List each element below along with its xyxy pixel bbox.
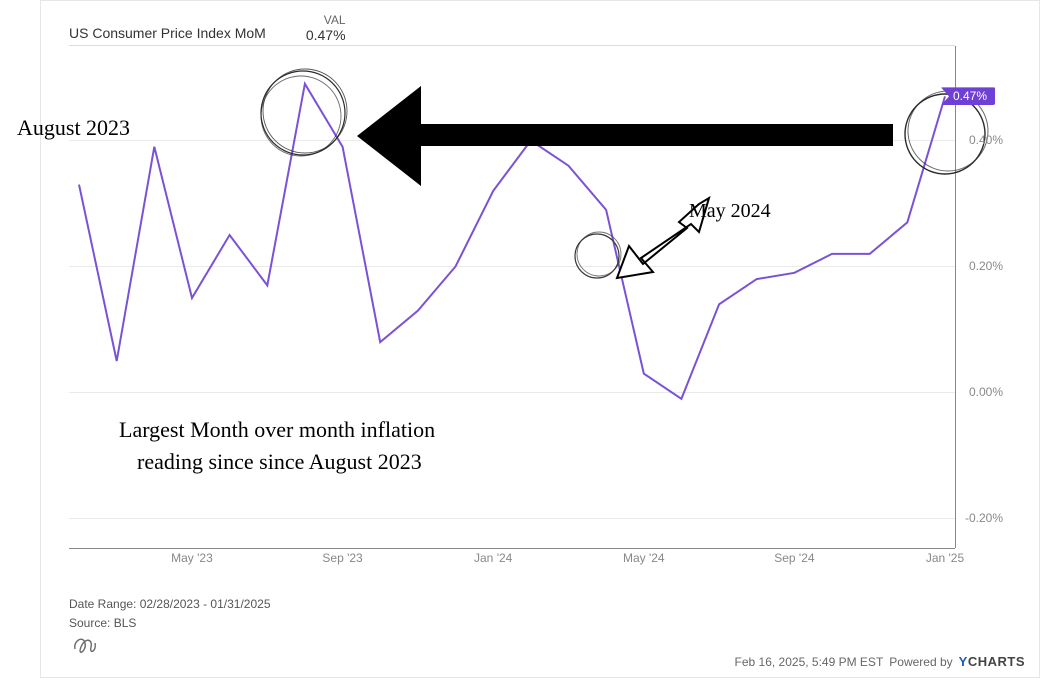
annotation-aug2023-label: August 2023	[17, 115, 130, 141]
circle-may2024	[575, 232, 621, 278]
annotation-note-line2: reading since since August 2023	[137, 449, 422, 475]
big-arrow-icon	[357, 86, 893, 186]
y-tick-label: 0.00%	[969, 385, 1003, 399]
chart-header: US Consumer Price Index MoM VAL 0.47%	[69, 7, 369, 43]
brand-logo: YCHARTS	[959, 654, 1025, 669]
x-tick-label: Jan '25	[926, 551, 964, 565]
annotation-may2024-label: May 2024	[689, 200, 771, 223]
brand-text: CHARTS	[968, 654, 1025, 669]
circle-aug2023	[261, 69, 347, 156]
timestamp-label: Feb 16, 2025, 5:49 PM EST	[735, 655, 884, 669]
footer-right: Feb 16, 2025, 5:49 PM EST Powered by YCH…	[735, 654, 1025, 669]
powered-by-label: Powered by	[889, 655, 952, 669]
y-tick-label: 0.20%	[969, 259, 1003, 273]
x-tick-label: May '23	[171, 551, 213, 565]
x-tick-label: Sep '23	[322, 551, 362, 565]
y-axis-line	[955, 46, 956, 548]
footer-meta: Date Range: 02/28/2023 - 01/31/2025 Sour…	[69, 595, 271, 633]
x-tick-label: Jan '24	[474, 551, 512, 565]
annotation-note-line1: Largest Month over month inflation	[119, 417, 435, 443]
date-range-label: Date Range: 02/28/2023 - 01/31/2025	[69, 595, 271, 614]
x-tick-label: May '24	[623, 551, 665, 565]
source-label: Source: BLS	[69, 614, 271, 633]
val-column: VAL 0.47%	[306, 13, 346, 43]
val-value: 0.47%	[306, 27, 346, 43]
y-tick-label: -0.20%	[965, 511, 1003, 525]
y-tick-label: 0.40%	[969, 133, 1003, 147]
x-tick-label: Sep '24	[774, 551, 814, 565]
chart-card: US Consumer Price Index MoM VAL 0.47%	[40, 0, 1040, 678]
val-label: VAL	[306, 13, 346, 27]
signature-squiggle-icon	[71, 633, 101, 659]
series-name: US Consumer Price Index MoM	[69, 25, 266, 43]
end-value-flag: 0.47%	[941, 87, 995, 105]
